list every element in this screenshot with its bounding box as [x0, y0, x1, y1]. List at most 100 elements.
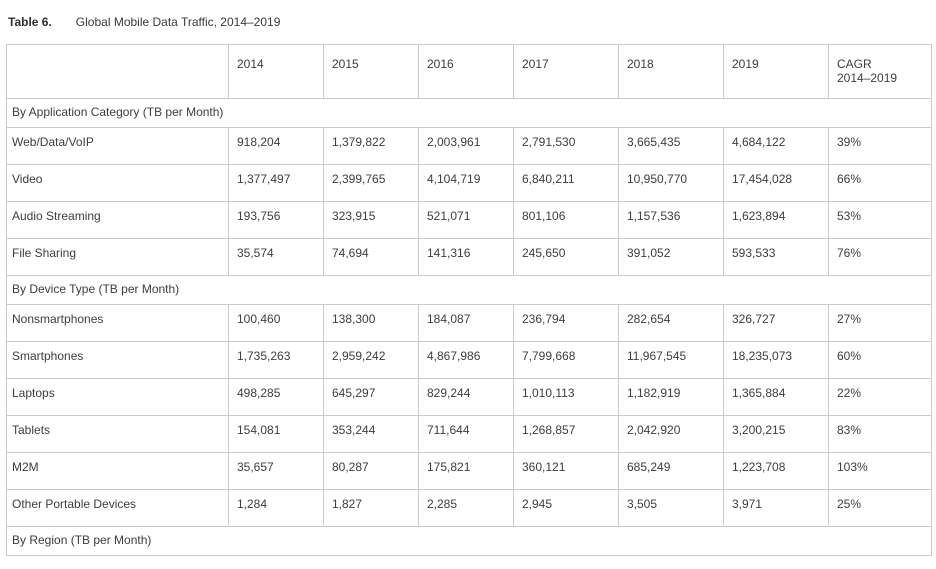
- section-label: By Device Type (TB per Month): [6, 275, 932, 305]
- header-year: 2019: [723, 44, 829, 99]
- table-row: Web/Data/VoIP 918,204 1,379,822 2,003,961 2,…: [6, 127, 932, 165]
- header-year: 2017: [513, 44, 619, 99]
- table-row: Tablets 154,081 353,244 711,644 1,268,857 2,0…: [6, 415, 932, 453]
- year-value: 11,967,545: [618, 341, 724, 379]
- table-row: Laptops 498,285 645,297 829,244 1,010,113 1,1…: [6, 378, 932, 416]
- year-value: 74,694: [323, 238, 419, 276]
- year-value: 1,284: [228, 489, 324, 527]
- year-value: 918,204: [228, 127, 324, 165]
- year-value: 1,379,822: [323, 127, 419, 165]
- table-row: Audio Streaming 193,756 323,915 521,071 801,…: [6, 201, 932, 239]
- row-label: Video: [6, 164, 229, 202]
- year-value: 138,300: [323, 304, 419, 342]
- header-year: 2016: [418, 44, 514, 99]
- table-number-label: Table 6.: [8, 15, 52, 29]
- cagr-value: 103%: [828, 452, 932, 490]
- year-value: 326,727: [723, 304, 829, 342]
- section-row: By Device Type (TB per Month): [6, 275, 932, 305]
- year-value: 829,244: [418, 378, 514, 416]
- row-label: M2M: [6, 452, 229, 490]
- table-title-text: Global Mobile Data Traffic, 2014–2019: [75, 15, 281, 29]
- year-value: 2,003,961: [418, 127, 514, 165]
- table-row: Nonsmartphones 100,460 138,300 184,087 236,7…: [6, 304, 932, 342]
- year-value: 521,071: [418, 201, 514, 239]
- year-value: 498,285: [228, 378, 324, 416]
- row-label: Other Portable Devices: [6, 489, 229, 527]
- year-value: 2,791,530: [513, 127, 619, 165]
- year-value: 1,365,884: [723, 378, 829, 416]
- year-value: 141,316: [418, 238, 514, 276]
- year-value: 1,010,113: [513, 378, 619, 416]
- year-value: 801,106: [513, 201, 619, 239]
- year-value: 18,235,073: [723, 341, 829, 379]
- cagr-value: 53%: [828, 201, 932, 239]
- table-body: By Application Category (TB per Month) We…: [6, 98, 932, 556]
- header-year: 2015: [323, 44, 419, 99]
- row-label: Laptops: [6, 378, 229, 416]
- row-label: Tablets: [6, 415, 229, 453]
- row-label: File Sharing: [6, 238, 229, 276]
- year-value: 184,087: [418, 304, 514, 342]
- cagr-value: 25%: [828, 489, 932, 527]
- cagr-value: 66%: [828, 164, 932, 202]
- data-table: 2014 2015 2016 2017 2018 2019 CAGR 2014–…: [6, 44, 932, 556]
- year-value: 154,081: [228, 415, 324, 453]
- cagr-value: 76%: [828, 238, 932, 276]
- year-value: 80,287: [323, 452, 419, 490]
- year-value: 1,182,919: [618, 378, 724, 416]
- year-value: 35,574: [228, 238, 324, 276]
- section-label: By Region (TB per Month): [6, 526, 932, 556]
- year-value: 645,297: [323, 378, 419, 416]
- year-value: 17,454,028: [723, 164, 829, 202]
- year-value: 4,867,986: [418, 341, 514, 379]
- row-label: Smartphones: [6, 341, 229, 379]
- year-value: 1,223,708: [723, 452, 829, 490]
- year-value: 1,827: [323, 489, 419, 527]
- year-value: 1,268,857: [513, 415, 619, 453]
- year-value: 7,799,668: [513, 341, 619, 379]
- header-empty-cell: [6, 44, 229, 99]
- year-value: 1,735,263: [228, 341, 324, 379]
- cagr-value: 22%: [828, 378, 932, 416]
- year-value: 236,794: [513, 304, 619, 342]
- header-year: 2018: [618, 44, 724, 99]
- year-value: 2,959,242: [323, 341, 419, 379]
- year-value: 3,505: [618, 489, 724, 527]
- cagr-value: 60%: [828, 341, 932, 379]
- row-label: Nonsmartphones: [6, 304, 229, 342]
- year-value: 245,650: [513, 238, 619, 276]
- table-row: Video 1,377,497 2,399,765 4,104,719 6,840,21…: [6, 164, 932, 202]
- year-value: 2,399,765: [323, 164, 419, 202]
- year-value: 711,644: [418, 415, 514, 453]
- cagr-value: 39%: [828, 127, 932, 165]
- year-value: 4,684,122: [723, 127, 829, 165]
- table-row: Other Portable Devices 1,284 1,827 2,285 2,9…: [6, 489, 932, 527]
- table-row: Smartphones 1,735,263 2,959,242 4,867,986 7,…: [6, 341, 932, 379]
- header-row: 2014 2015 2016 2017 2018 2019 CAGR 2014–…: [6, 44, 932, 99]
- cagr-value: 27%: [828, 304, 932, 342]
- row-label: Web/Data/VoIP: [6, 127, 229, 165]
- header-cagr: CAGR 2014–2019: [828, 44, 932, 99]
- year-value: 3,665,435: [618, 127, 724, 165]
- header-cagr-line2: 2014–2019: [837, 71, 898, 85]
- header-cagr-line1: CAGR: [837, 57, 872, 71]
- year-value: 685,249: [618, 452, 724, 490]
- year-value: 1,157,536: [618, 201, 724, 239]
- cagr-value: 83%: [828, 415, 932, 453]
- year-value: 100,460: [228, 304, 324, 342]
- section-row: By Region (TB per Month): [6, 526, 932, 556]
- section-row: By Application Category (TB per Month): [6, 98, 932, 128]
- year-value: 1,377,497: [228, 164, 324, 202]
- year-value: 323,915: [323, 201, 419, 239]
- year-value: 282,654: [618, 304, 724, 342]
- year-value: 391,052: [618, 238, 724, 276]
- year-value: 360,121: [513, 452, 619, 490]
- year-value: 6,840,211: [513, 164, 619, 202]
- year-value: 353,244: [323, 415, 419, 453]
- year-value: 4,104,719: [418, 164, 514, 202]
- year-value: 593,533: [723, 238, 829, 276]
- year-value: 2,042,920: [618, 415, 724, 453]
- year-value: 175,821: [418, 452, 514, 490]
- year-value: 2,945: [513, 489, 619, 527]
- section-label: By Application Category (TB per Month): [6, 98, 932, 128]
